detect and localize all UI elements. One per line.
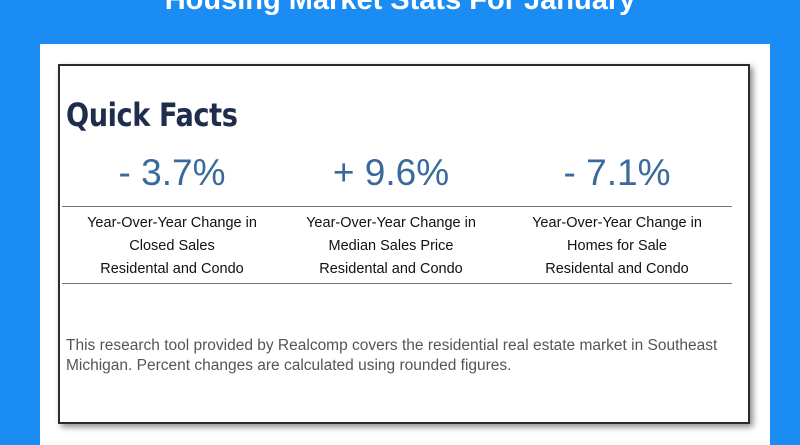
fact-label-line: Residental and Condo [545,261,689,277]
page-title: Housing Market Stats For January [164,0,636,16]
fact-label-line: Year-Over-Year Change in [87,215,257,231]
card-heading: Quick Facts [66,96,238,134]
fact-value: - 7.1% [563,152,671,193]
fact-label-line: Homes for Sale [567,238,667,254]
divider [62,283,732,284]
card [58,64,750,424]
fact-label-line: Year-Over-Year Change in [306,215,476,231]
fact-label: Year-Over-Year Change in Closed Sales Resi… [59,212,285,281]
fact-label: Year-Over-Year Change in Median Sales Pri… [278,212,504,281]
fact-value: - 3.7% [118,152,226,193]
divider [62,206,732,207]
fact-label-line: Residental and Condo [319,261,463,277]
fact-value: + 9.6% [332,152,450,193]
footnote: This research tool provided by Realcomp … [66,337,718,374]
fact-label-line: Year-Over-Year Change in [532,215,702,231]
fact-label-line: Median Sales Price [328,238,454,254]
fact-label-line: Closed Sales [129,238,215,254]
fact-label-line: Residental and Condo [100,261,244,277]
fact-label: Year-Over-Year Change in Homes for Sale Re… [504,212,730,281]
